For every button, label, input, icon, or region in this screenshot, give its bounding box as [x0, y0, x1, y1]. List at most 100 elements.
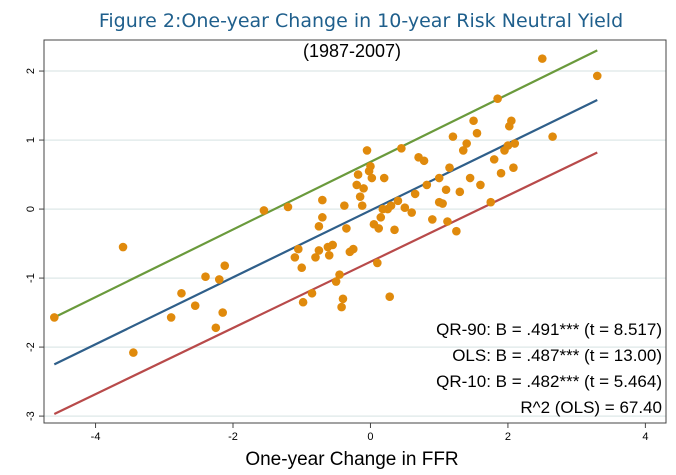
data-point-0	[50, 313, 59, 322]
data-point-71	[458, 146, 468, 155]
chart-title: Figure 2:One-year Change in 10-year Risk…	[99, 10, 623, 32]
data-point-15	[297, 263, 307, 273]
x-axis-label: One-year Change in FFR	[245, 449, 458, 470]
data-point-25	[328, 240, 337, 250]
data-point-77	[486, 197, 496, 207]
data-point-48	[379, 173, 389, 183]
data-point-84	[507, 116, 516, 126]
data-point-42	[367, 173, 377, 183]
data-point-41	[366, 161, 375, 171]
data-point-5	[190, 301, 200, 310]
data-point-51	[386, 201, 396, 210]
data-point-70	[455, 187, 465, 197]
qr10-line	[53, 151, 598, 416]
data-point-64	[438, 199, 447, 208]
annotation-ols: OLS: B = .487*** (t = 13.00)	[452, 346, 662, 365]
data-point-78	[489, 155, 499, 164]
data-point-37	[357, 201, 367, 210]
data-point-4	[177, 288, 186, 298]
data-point-89	[592, 71, 602, 81]
data-point-69	[452, 226, 461, 236]
data-point-63	[434, 173, 444, 183]
x-tick-label-2: 0	[367, 431, 373, 443]
data-point-7	[211, 323, 221, 333]
x-tick-label-3: 2	[505, 431, 511, 443]
data-point-38	[359, 184, 368, 193]
data-point-30	[340, 201, 349, 210]
y-tick-label-4: 1	[25, 137, 37, 143]
plot-area-border	[43, 39, 667, 424]
data-point-18	[311, 253, 320, 262]
data-point-54	[397, 144, 406, 153]
data-point-14	[293, 244, 303, 254]
data-point-35	[353, 170, 363, 179]
data-point-66	[443, 217, 452, 226]
data-point-21	[318, 213, 327, 222]
grid-lines	[44, 70, 666, 417]
data-point-45	[374, 224, 384, 233]
data-point-29	[338, 294, 348, 304]
data-point-67	[445, 163, 454, 172]
chart-subtitle: (1987-2007)	[303, 41, 401, 61]
data-point-34	[352, 180, 362, 190]
data-point-39	[362, 146, 372, 155]
data-point-72	[462, 139, 471, 148]
data-point-17	[307, 288, 317, 298]
data-point-74	[469, 116, 478, 126]
data-point-87	[537, 54, 547, 63]
data-point-16	[298, 297, 308, 307]
data-point-75	[472, 128, 482, 138]
data-point-88	[548, 132, 557, 141]
annotation-block: QR-90: B = .491*** (t = 8.517) OLS: B = …	[436, 320, 662, 417]
x-tick-label-4: 4	[642, 431, 648, 443]
data-point-85	[509, 163, 518, 172]
data-point-11	[259, 206, 269, 215]
data-point-65	[441, 185, 451, 195]
x-axis: -4 -2 0 2 4	[91, 423, 648, 443]
data-point-3	[166, 313, 176, 322]
data-point-44	[373, 258, 382, 268]
annotation-qr90: QR-90: B = .491*** (t = 8.517)	[436, 320, 662, 339]
data-point-22	[318, 195, 327, 205]
data-point-28	[337, 302, 346, 312]
data-point-12	[283, 202, 293, 212]
data-point-20	[314, 222, 324, 231]
x-tick-label-0: -4	[91, 431, 101, 443]
annotation-r2: R^2 (OLS) = 67.40	[520, 398, 662, 417]
data-point-8	[214, 275, 224, 284]
data-point-46	[376, 213, 386, 222]
y-tick-label-5: 2	[25, 68, 37, 74]
data-point-26	[331, 277, 341, 286]
data-point-52	[390, 225, 399, 235]
x-tick-label-1: -2	[228, 431, 238, 443]
data-point-50	[385, 292, 395, 302]
data-point-1	[118, 242, 128, 252]
data-point-61	[428, 215, 437, 224]
data-point-2	[129, 348, 138, 357]
y-tick-label-0: -3	[25, 411, 37, 421]
data-point-13	[290, 253, 300, 262]
data-point-56	[407, 208, 417, 217]
annotation-qr10: QR-10: B = .482*** (t = 5.464)	[436, 372, 662, 391]
y-tick-label-2: -1	[25, 273, 37, 283]
data-point-6	[201, 272, 210, 282]
data-point-86	[510, 139, 520, 148]
data-point-60	[422, 180, 432, 190]
data-point-27	[335, 270, 344, 279]
data-point-80	[496, 168, 506, 178]
data-point-53	[393, 196, 403, 206]
data-point-31	[342, 224, 351, 233]
qr90-line	[53, 49, 598, 319]
data-point-19	[314, 246, 324, 255]
data-point-55	[400, 203, 410, 212]
data-point-82	[503, 141, 513, 150]
data-point-33	[348, 244, 358, 254]
data-point-68	[448, 132, 458, 141]
data-point-73	[465, 173, 475, 183]
data-point-79	[493, 94, 502, 103]
y-tick-label-3: 0	[25, 206, 37, 212]
y-axis: -3 -2 -1 0 1 2	[25, 68, 44, 421]
data-point-24	[324, 251, 334, 260]
data-point-57	[410, 189, 420, 199]
